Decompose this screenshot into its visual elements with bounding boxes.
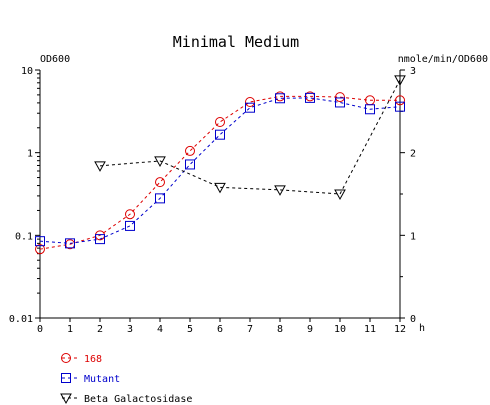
data-point-beta-galactosidase: [334, 189, 346, 201]
data-point-mutant: [95, 234, 105, 245]
legend-label-beta-galactosidase: Beta Galactosidase: [84, 394, 192, 405]
series-layer: [35, 75, 406, 255]
series-beta-galactosidase: [94, 75, 406, 201]
legend: 168 Mutant Beta Galactosidase: [60, 353, 192, 405]
data-point-mutant: [215, 129, 225, 140]
data-point-168: [245, 97, 255, 108]
data-point-beta-galactosidase: [274, 185, 286, 196]
y-right-axis-label: nmole/min/OD600: [398, 54, 488, 65]
data-point-168: [125, 209, 135, 220]
y-right-tick-label: 1: [410, 231, 416, 242]
data-point-mutant: [305, 92, 315, 103]
x-tick-label: 5: [187, 324, 193, 335]
y-left-tick-label: 1: [27, 149, 33, 160]
y-right-tick-label: 3: [410, 66, 416, 77]
series-line-mutant: [39, 97, 401, 244]
legend-marker-mutant: [61, 373, 71, 383]
series-168: [35, 91, 405, 255]
legend-label-168: 168: [84, 354, 102, 365]
legend-marker-168: [61, 353, 71, 363]
x-tick-label: 6: [217, 324, 223, 335]
data-point-168: [35, 244, 45, 255]
x-axis-label: h: [419, 323, 425, 334]
x-tick-label: 2: [97, 324, 103, 335]
y-right-tick-label: 0: [410, 314, 416, 325]
data-point-beta-galactosidase: [214, 182, 226, 194]
data-point-mutant: [395, 101, 405, 112]
x-tick-label: 12: [394, 324, 406, 335]
legend-label-mutant: Mutant: [84, 374, 120, 385]
data-point-mutant: [245, 102, 255, 113]
series-line-beta-galactosidase: [99, 79, 401, 195]
data-point-mutant: [125, 220, 135, 231]
x-tick-label: 9: [307, 324, 313, 335]
y-left-tick-label: 0.1: [15, 231, 33, 242]
x-tick-label: 0: [37, 324, 43, 335]
x-tick-label: 10: [334, 324, 346, 335]
x-tick-label: 1: [67, 324, 73, 335]
y-left-tick-label: 10: [21, 66, 33, 77]
data-point-beta-galactosidase: [154, 156, 166, 167]
x-tick-label: 8: [277, 324, 283, 335]
data-point-168: [155, 177, 165, 188]
data-point-beta-galactosidase: [394, 75, 406, 86]
data-point-mutant: [365, 104, 375, 115]
data-point-mutant: [35, 236, 45, 247]
data-point-mutant: [275, 93, 285, 104]
chart-title: Minimal Medium: [173, 33, 299, 51]
x-tick-label: 3: [127, 324, 133, 335]
data-point-168: [395, 95, 405, 106]
data-point-mutant: [65, 238, 75, 249]
y-left-tick-label: 0.01: [9, 314, 33, 325]
data-point-beta-galactosidase: [94, 161, 106, 172]
data-point-168: [335, 92, 345, 103]
x-tick-label: 7: [247, 324, 253, 335]
x-tick-label: 4: [157, 324, 163, 335]
data-point-mutant: [155, 193, 165, 204]
data-point-168: [185, 145, 195, 156]
series-line-168: [39, 95, 400, 250]
series-mutant: [35, 92, 405, 249]
y-right-tick-label: 2: [410, 149, 416, 160]
data-point-mutant: [335, 97, 345, 108]
data-point-mutant: [185, 159, 195, 170]
x-tick-label: 11: [364, 324, 376, 335]
legend-marker-beta-galactosidase: [60, 393, 72, 405]
data-point-168: [215, 116, 225, 127]
y-left-axis-label: OD600: [40, 54, 70, 65]
